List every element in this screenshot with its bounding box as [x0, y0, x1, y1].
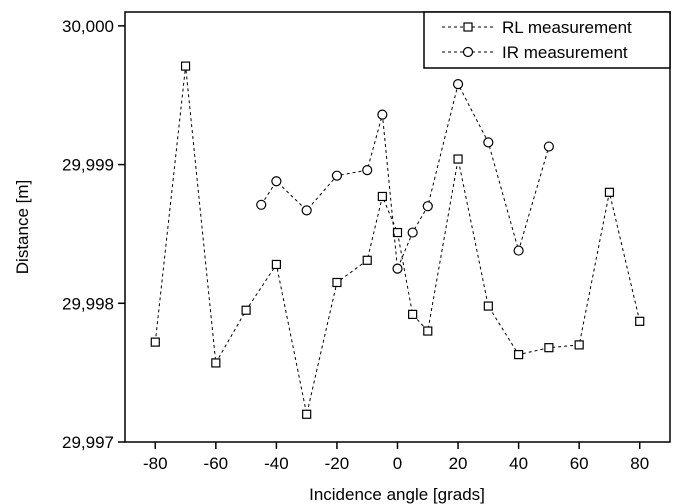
data-point	[453, 154, 463, 164]
data-point	[423, 326, 433, 336]
data-point	[422, 201, 433, 212]
data-point	[544, 343, 554, 353]
data-point	[452, 79, 464, 90]
data-point	[514, 350, 524, 360]
data-point	[302, 409, 312, 419]
data-point	[362, 165, 373, 176]
x-tick-label: -40	[264, 454, 289, 473]
data-point	[256, 199, 267, 210]
x-axis-title: Incidence angle [grads]	[309, 485, 485, 504]
legend-marker	[462, 46, 474, 58]
data-point	[211, 358, 221, 368]
data-point	[241, 305, 251, 315]
data-point	[543, 141, 554, 152]
data-point	[407, 227, 418, 238]
y-tick-label: 29,998	[62, 294, 114, 313]
series-line	[154, 66, 641, 415]
y-tick-label: 30,000	[62, 17, 114, 36]
x-tick-label: 80	[630, 454, 649, 473]
data-point	[574, 340, 584, 350]
x-tick-label: -80	[143, 454, 168, 473]
legend-label: RL measurement	[502, 18, 632, 37]
legend-box	[423, 11, 671, 69]
x-tick-label: 60	[570, 454, 589, 473]
legend-marker	[463, 22, 473, 32]
legend: RL measurement IR measurement	[423, 11, 671, 69]
data-point	[332, 277, 342, 288]
data-point	[513, 245, 524, 256]
y-tick-label: 29,999	[62, 156, 114, 175]
x-axis: -80 -60 -40 -20 0 20 40 60 80	[143, 442, 649, 473]
y-axis: 29,997 29,998 29,999 30,000	[62, 17, 125, 452]
series-rl	[150, 61, 645, 419]
legend-item: RL measurement	[442, 18, 632, 37]
data-point	[392, 263, 403, 274]
legend-label: IR measurement	[502, 43, 628, 62]
data-point	[271, 259, 281, 270]
data-point	[604, 187, 615, 197]
data-point	[180, 61, 191, 71]
x-tick-label: 20	[449, 454, 468, 473]
x-tick-label: 0	[393, 454, 402, 473]
data-point	[331, 170, 343, 181]
x-tick-label: -60	[204, 454, 229, 473]
series-line	[260, 82, 550, 269]
data-point	[483, 301, 493, 311]
data-point	[150, 337, 160, 347]
y-axis-title: Distance [m]	[13, 180, 32, 274]
plot-frame	[124, 11, 671, 443]
data-point	[377, 109, 388, 120]
series-layer	[150, 61, 645, 419]
data-point	[271, 176, 282, 187]
series-ir	[256, 79, 554, 274]
x-tick-label: 40	[509, 454, 528, 473]
data-point	[483, 137, 494, 148]
legend-item: IR measurement	[442, 43, 628, 62]
data-point	[635, 316, 645, 326]
data-point	[408, 309, 418, 319]
data-point	[392, 227, 403, 238]
x-tick-label: -20	[325, 454, 350, 473]
data-point	[301, 205, 312, 216]
y-tick-label: 29,997	[62, 433, 114, 452]
data-point	[362, 255, 372, 265]
data-point	[377, 191, 387, 202]
